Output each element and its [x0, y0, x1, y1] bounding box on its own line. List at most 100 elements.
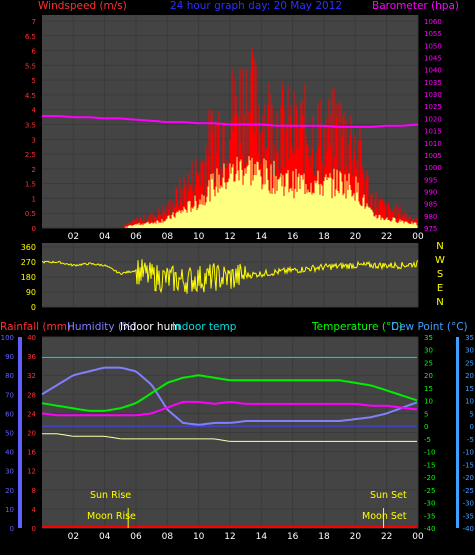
dew-point-tick-label: 20	[465, 372, 474, 380]
x-tick-label: 02	[68, 232, 79, 242]
dew-point-tick-label: -35	[463, 512, 474, 520]
x-tick-label: 14	[256, 532, 268, 542]
dew-point-tick-label: -30	[463, 500, 474, 508]
humidity-tick-label: 50	[5, 430, 14, 438]
chart-title: 24 hour graph day: 20 May 2012	[170, 0, 342, 12]
barometer-tick-label: 980	[424, 213, 437, 221]
temperature-tick-label: 5	[424, 410, 428, 418]
barometer-tick-label: 1050	[424, 42, 442, 50]
wind-tick-label: 2.5	[25, 151, 36, 159]
dew-point-axis-title: Dew Point (°C)	[391, 321, 468, 333]
moon-set-label: Moon Set	[362, 511, 407, 522]
wind-tick-label: 2	[32, 166, 36, 174]
barometer-tick-label: 1010	[424, 140, 442, 148]
x-tick-label: 04	[99, 232, 111, 242]
temperature-tick-label: -20	[424, 474, 435, 482]
dew-point-tick-label: -40	[463, 525, 474, 533]
dew-point-tick-label: -5	[467, 436, 474, 444]
direction-tick-label: 0	[31, 303, 36, 312]
wind-tick-label: 3.5	[25, 122, 36, 130]
barometer-tick-label: 1005	[424, 152, 442, 160]
temperature-tick-label: -5	[424, 436, 431, 444]
dew-axis-bar	[456, 337, 459, 528]
dew-point-tick-label: 25	[465, 359, 474, 367]
rain-tick-label: 12	[27, 468, 36, 476]
humidity-legend-label: Humidity (%)	[67, 321, 136, 333]
temperature-tick-label: 35	[424, 334, 433, 342]
humidity-tick-label: 60	[5, 410, 14, 418]
dew-point-tick-label: -15	[463, 461, 474, 469]
windspeed-axis-title: Windspeed (m/s)	[38, 0, 127, 12]
wind-tick-label: 0	[32, 225, 36, 233]
x-tick-label: 16	[287, 532, 299, 542]
rain-tick-label: 24	[27, 410, 36, 418]
temp-panel-marks	[41, 356, 418, 528]
temp-panel-grid	[42, 336, 419, 529]
direction-tick-label: 180	[21, 273, 36, 282]
dew-point-tick-label: -25	[463, 487, 474, 495]
wind-tick-label: 5	[32, 77, 36, 85]
rainfall-axis-title: Rainfall (mm)	[0, 321, 71, 333]
rain-tick-label: 20	[27, 430, 36, 438]
rain-tick-label: 36	[27, 353, 36, 361]
temperature-tick-label: -40	[424, 525, 435, 533]
direction-panel-marks	[41, 259, 419, 294]
compass-label: S	[437, 269, 443, 280]
dew-point-tick-label: 15	[465, 385, 474, 393]
humidity-tick-label: 10	[5, 506, 14, 514]
compass-label: N	[436, 297, 443, 308]
x-tick-label: 00	[412, 532, 424, 542]
barometer-tick-label: 975	[424, 225, 437, 233]
rain-tick-label: 32	[27, 372, 36, 380]
x-tick-label: 22	[381, 532, 392, 542]
x-tick-label: 08	[162, 532, 174, 542]
temperature-tick-label: -25	[424, 487, 435, 495]
rain-tick-label: 0	[32, 525, 36, 533]
dew-point-tick-label: 5	[470, 410, 474, 418]
barometer-tick-label: 1000	[424, 164, 442, 172]
moon-rise-label: Moon Rise	[87, 511, 136, 522]
temperature-tick-label: -30	[424, 500, 435, 508]
humidity-tick-label: 70	[5, 391, 14, 399]
temperature-tick-label: 15	[424, 385, 433, 393]
temperature-tick-label: 10	[424, 398, 433, 406]
sun-rise-label: Sun Rise	[90, 490, 131, 501]
dew-point-tick-label: 0	[470, 423, 474, 431]
humidity-axis-bar	[18, 337, 22, 528]
compass-label: W	[435, 255, 445, 266]
humidity-tick-label: 90	[5, 353, 14, 361]
x-tick-label: 14	[256, 232, 268, 242]
wind-tick-label: 5.5	[25, 62, 36, 70]
temperature-tick-label: 0	[424, 423, 428, 431]
x-tick-label: 20	[350, 532, 362, 542]
wind-direction-line	[41, 259, 419, 294]
wind-tick-label: 3	[32, 136, 36, 144]
x-tick-label: 08	[162, 232, 174, 242]
barometer-tick-label: 1020	[424, 115, 442, 123]
temperature-tick-label: -35	[424, 512, 435, 520]
barometer-tick-label: 1040	[424, 67, 442, 75]
temperature-tick-label: -10	[424, 449, 435, 457]
direction-tick-label: 270	[21, 258, 36, 267]
humidity-tick-label: 100	[1, 334, 14, 342]
wind-tick-label: 1	[32, 195, 36, 203]
barometer-tick-label: 1045	[424, 55, 442, 63]
barometer-tick-label: 1060	[424, 18, 442, 26]
barometer-trace-line	[42, 433, 417, 442]
barometer-tick-label: 990	[424, 188, 437, 196]
wind-tick-label: 0.5	[25, 210, 36, 218]
humidity-line	[41, 366, 418, 426]
barometer-tick-label: 1055	[424, 30, 442, 38]
direction-tick-label: 90	[26, 288, 36, 297]
dew-point-tick-label: -10	[463, 449, 474, 457]
direction-panel-grid	[42, 243, 419, 308]
wind-tick-label: 6	[32, 48, 37, 56]
indoor-temp-legend-label: Indoor temp	[172, 321, 237, 333]
x-tick-label: 10	[193, 532, 205, 542]
temperature-tick-label: 25	[424, 359, 433, 367]
x-tick-label: 18	[318, 232, 330, 242]
x-tick-label: 20	[350, 232, 362, 242]
temperature-tick-label: 20	[424, 372, 433, 380]
humidity-tick-label: 0	[10, 525, 14, 533]
